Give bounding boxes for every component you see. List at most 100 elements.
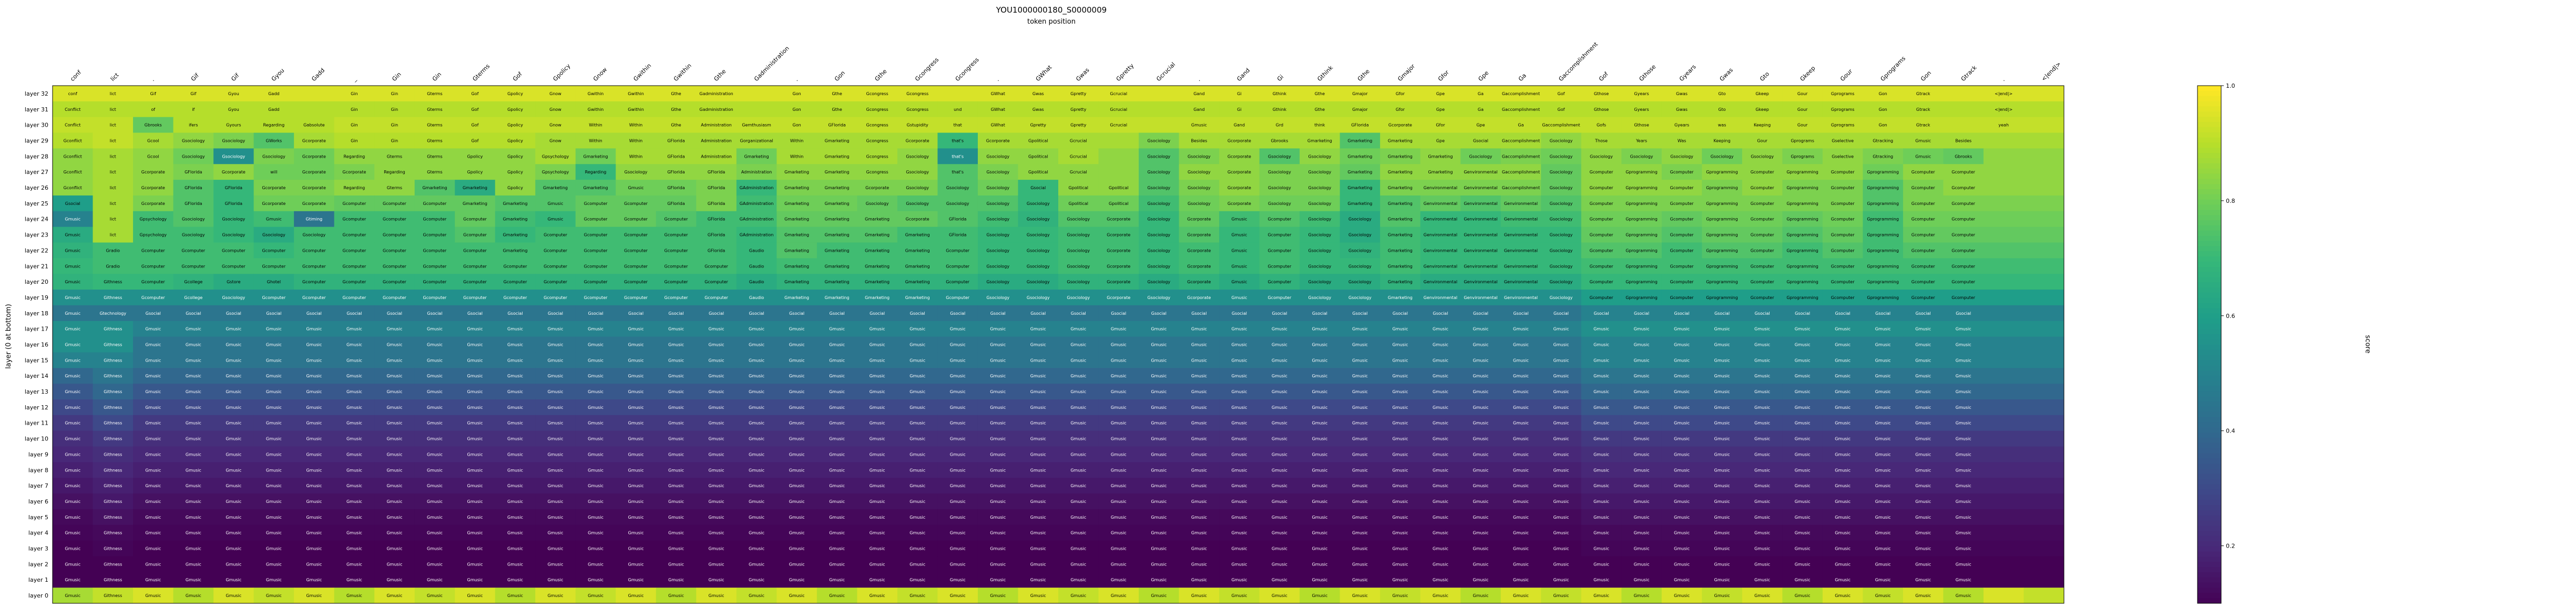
heatmap-cell [455,86,496,102]
heatmap-cell [334,101,375,118]
cell-label: Gcomputer [1670,186,1694,190]
heatmap-cell [1903,588,1944,604]
cell-label: Genvironmental [1504,295,1538,300]
heatmap-cell [1340,462,1381,478]
heatmap-cell [1300,164,1341,180]
cell-label: Gmusic [1312,593,1327,598]
cell-label: Gaudio [749,280,764,284]
heatmap-cell [1702,493,1743,510]
heatmap-cell [897,227,938,243]
cell-label: Gmusic [65,358,80,363]
cell-label: Gmusic [668,437,684,441]
heatmap-cell [897,478,938,494]
cell-label: Gmarketing [865,295,890,300]
cell-label: Gmarketing [1388,154,1413,159]
heatmap-cell [937,101,978,118]
cell-label: Gcomputer [946,248,969,253]
heatmap-cell [1541,164,1582,180]
cell-label: Gmusic [1754,593,1770,598]
heatmap-cell [937,180,978,196]
heatmap-cell [2023,368,2064,384]
cell-label: Gmusic [668,483,684,488]
heatmap-cell [897,540,938,557]
heatmap-cell [414,415,455,431]
heatmap-cell [173,493,214,510]
cell-label: Gmusic [1956,452,1971,457]
heatmap-cell [1219,242,1260,259]
x-tick-label: Gon [1919,69,1933,83]
cell-label: Gmusic [1513,578,1529,582]
heatmap-cell [1903,164,1944,180]
cell-label: Gcomputer [544,233,567,238]
cell-label: Gmusic [1513,547,1529,551]
cell-label: Gmusic [1111,468,1127,472]
cell-label: Gprogramming [1706,280,1738,284]
cell-label: Gtrack [1916,107,1930,112]
cell-label: Gmusic [990,358,1006,363]
cell-label: Gmusic [1070,499,1086,504]
cell-label: Gsocial [628,311,643,316]
heatmap-cell [1541,227,1582,243]
heatmap-cell [1420,430,1461,447]
cell-label: Gmusic [829,531,845,536]
heatmap-cell [414,242,455,259]
cell-label: Gmusic [1956,593,1971,598]
cell-label: Regarding [344,154,365,159]
heatmap-cell [776,352,817,368]
heatmap-cell [977,446,1018,462]
y-tick-label: layer 22 [25,247,48,254]
heatmap-cell [1219,211,1260,228]
heatmap-cell [455,430,496,447]
heatmap-cell [1983,132,2024,149]
heatmap-cell [616,274,657,290]
heatmap-cell [294,588,335,604]
cell-label: Gmusic [548,374,564,378]
heatmap-cell [53,446,94,462]
cell-label: Gmusic [628,374,644,378]
heatmap-cell [696,352,737,368]
cell-label: Gmusic [1795,531,1811,536]
heatmap-cell [535,415,576,431]
heatmap-cell [93,446,134,462]
heatmap-cell [1259,290,1300,306]
heatmap-cell [294,290,335,306]
heatmap-cell [575,430,616,447]
cell-label: Gmusic [709,593,724,598]
heatmap-cell [1380,101,1421,118]
cell-label: Genvironmental [1464,280,1497,284]
cell-label: Gmusic [950,358,966,363]
heatmap-cell [93,462,134,478]
cell-label: Gmusic [427,547,443,551]
cell-label: Gcomputer [704,264,728,269]
colorbar-step [2197,406,2221,413]
heatmap-cell [1259,321,1300,337]
y-tick-label: layer 3 [28,546,48,552]
heatmap-cell [1863,242,1904,259]
cell-label: Gmusic [1191,562,1207,567]
cell-label: Gcomputer [383,201,406,206]
heatmap-cell [1863,336,1904,353]
heatmap-cell [1058,336,1099,353]
heatmap-cell [1541,368,1582,384]
y-tick-label: layer 23 [25,232,48,239]
heatmap-cell [1903,227,1944,243]
heatmap-cell [93,321,134,337]
heatmap-cell [897,588,938,604]
heatmap-cell [133,368,174,384]
heatmap-cell [1300,258,1341,274]
cell-label: Gmusic [1030,343,1046,347]
cell-label: Besides [1955,138,1971,143]
cell-label: Gmusic [870,483,885,488]
cell-label: Gmusic [1272,358,1287,363]
heatmap-cell [455,132,496,149]
heatmap-cell [696,478,737,494]
cell-label: Gcomputer [704,295,728,300]
cell-label: Gmusic [789,531,805,536]
cell-label: think [1314,123,1325,128]
cell-label: Gmusic [628,515,644,520]
heatmap-cell [1863,556,1904,572]
cell-label: Gselective [1832,154,1854,159]
heatmap-cell [2023,180,2064,196]
colorbar-step [2197,272,2221,277]
heatmap-cell [575,588,616,604]
